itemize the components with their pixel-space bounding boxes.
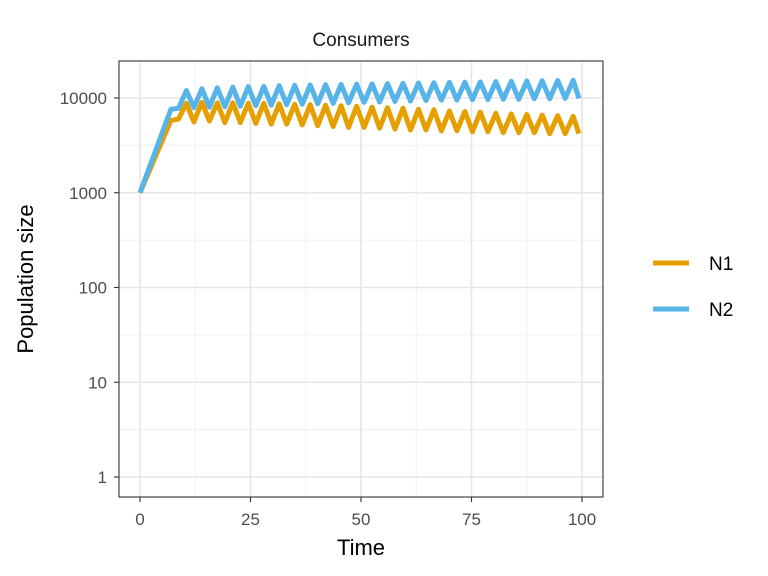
y-tick-label: 10000 — [60, 89, 107, 108]
y-axis-title: Population size — [13, 204, 38, 353]
x-axis-title: Time — [337, 535, 385, 560]
legend: N1 N2 — [653, 254, 733, 321]
series-line-n2 — [137, 77, 582, 194]
y-tick-label: 1000 — [69, 184, 107, 203]
axis-ticks: 0 25 50 75 100 1 10 100 1000 10000 — [60, 89, 596, 529]
legend-label-n2: N2 — [709, 300, 733, 321]
x-tick-label: 0 — [135, 510, 144, 529]
y-tick-label: 100 — [79, 279, 107, 298]
x-tick-label: 50 — [352, 510, 371, 529]
x-tick-label: 25 — [241, 510, 260, 529]
series-line-n1 — [137, 99, 582, 194]
x-tick-label: 100 — [568, 510, 596, 529]
legend-label-n1: N1 — [709, 254, 733, 275]
series-layer — [137, 77, 582, 194]
y-tick-label: 1 — [98, 468, 107, 487]
grid — [119, 61, 603, 497]
chart-title: Consumers — [312, 30, 409, 51]
y-tick-label: 10 — [88, 373, 107, 392]
x-tick-label: 75 — [462, 510, 481, 529]
